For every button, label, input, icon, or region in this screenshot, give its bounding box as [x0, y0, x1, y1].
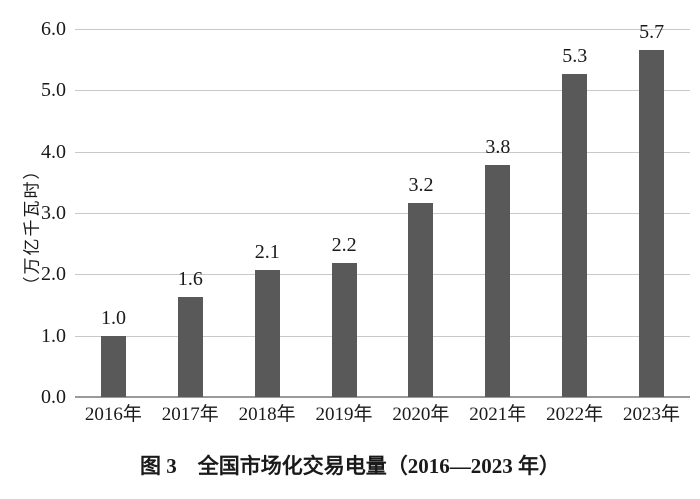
x-tick-label-2022年: 2022年 — [546, 404, 604, 425]
bar-2023年 — [639, 50, 665, 397]
y-tick-label-5.0: 5.0 — [41, 79, 66, 102]
gridline-5.0 — [75, 90, 690, 92]
bar-2016年 — [100, 336, 126, 397]
x-tick-label-2021年: 2021年 — [469, 404, 527, 425]
y-tick-label-3.0: 3.0 — [41, 202, 66, 224]
y-tick-label-6.0: 6.0 — [41, 18, 66, 40]
bar-2017年 — [177, 297, 203, 397]
bar-value-label-2018年: 2.1 — [254, 241, 280, 263]
x-tick-label-2023年: 2023年 — [623, 404, 681, 425]
bar-value-label-2020年: 3.2 — [408, 174, 434, 196]
y-axis: 0.0 1.0 2.0 3.0 4.0 5.0 6.0 — [0, 19, 66, 407]
bar-value-label-2019年: 2.2 — [331, 234, 357, 256]
bar-value-label-2023年: 5.7 — [639, 21, 665, 43]
bar-2022年 — [562, 74, 588, 397]
x-tick-label-2016年: 2016年 — [84, 404, 142, 425]
bar-2019年 — [331, 263, 357, 397]
plot-area: 1.0 1.6 2.1 2.2 3.2 3.8 5.3 5.7 — [75, 22, 690, 398]
x-tick-label-2018年: 2018年 — [238, 404, 296, 425]
x-tick-label-2020年: 2020年 — [392, 404, 450, 425]
figure-caption: 图 3 全国市场化交易电量（2016—2023 年） — [140, 454, 560, 478]
bar-value-label-2022年: 5.3 — [562, 45, 588, 67]
y-tick-label-0.0: 0.0 — [41, 386, 66, 408]
gridline-4.0 — [75, 151, 690, 153]
gridline-3.0 — [75, 213, 690, 214]
bar-2020年 — [408, 203, 434, 397]
gridline-6.0 — [75, 29, 690, 30]
x-tick-label-2017年: 2017年 — [161, 404, 219, 425]
y-tick-label-1.0: 1.0 — [41, 324, 66, 347]
y-tick-label-4.0: 4.0 — [41, 140, 66, 163]
bar-value-label-2016年: 1.0 — [100, 307, 126, 329]
bar-value-label-2017年: 1.6 — [177, 268, 203, 290]
bar-2021年 — [485, 165, 511, 397]
bar-value-label-2021年: 3.8 — [485, 136, 511, 158]
y-tick-label-2.0: 2.0 — [41, 263, 66, 286]
bar-chart: （万亿千瓦时） 0.0 1.0 2.0 3.0 4.0 5.0 6.0 1.0 1.6 2.1 2… — [0, 19, 690, 429]
x-axis: 2016年 2017年 2018年 2019年 2020年 2021年 2022年 2023年 — [75, 399, 690, 429]
gridline-2.0 — [75, 274, 690, 276]
bar-2018年 — [254, 270, 280, 397]
x-axis-baseline — [75, 396, 690, 398]
gridline-1.0 — [75, 335, 690, 337]
x-tick-label-2019年: 2019年 — [315, 404, 373, 425]
